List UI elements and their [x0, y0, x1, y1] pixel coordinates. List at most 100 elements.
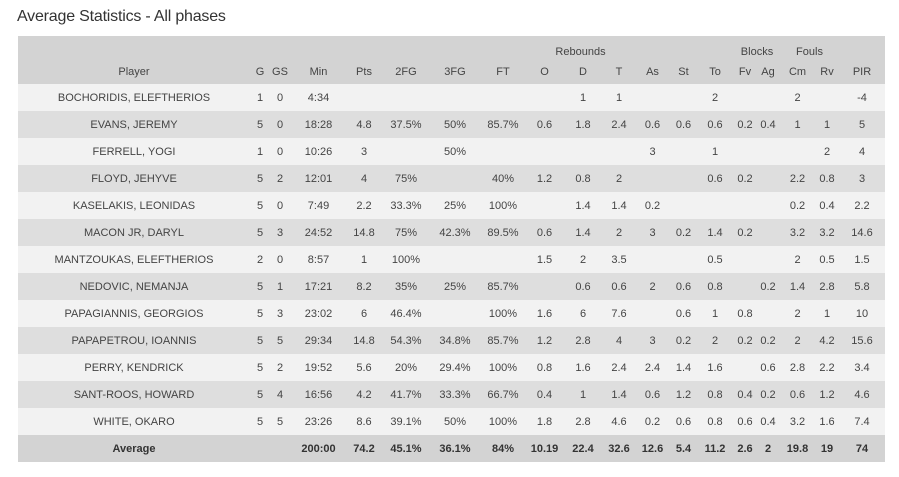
table-row: PERRY, KENDRICK 5 2 19:52 5.6 20% 29.4% 100% 0.8…	[18, 354, 885, 381]
stat-cell: 0.8	[527, 354, 562, 381]
column-header-gs: GS	[270, 60, 290, 84]
stat-cell: 5	[250, 273, 270, 300]
stat-cell	[479, 84, 527, 111]
stat-cell: 4.6	[839, 381, 885, 408]
stat-cell: 2	[604, 219, 634, 246]
stat-cell: 1.2	[815, 381, 839, 408]
stat-cell: 0.6	[671, 300, 696, 327]
stat-cell: 5	[250, 381, 270, 408]
stat-cell: 100%	[381, 246, 431, 273]
stat-cell: 0.6	[604, 273, 634, 300]
stat-cell: 4.6	[604, 408, 634, 435]
stat-cell: 2	[696, 327, 734, 354]
stat-cell: 2.2	[839, 192, 885, 219]
stat-cell: 1.4	[562, 192, 604, 219]
stat-cell: 2	[250, 246, 270, 273]
average-stat-cell: 19.8	[780, 435, 815, 462]
stat-cell: 15.6	[839, 327, 885, 354]
stat-cell: 1	[815, 111, 839, 138]
average-stat-cell: 5.4	[671, 435, 696, 462]
stat-cell: 1	[562, 84, 604, 111]
average-stat-cell	[270, 435, 290, 462]
stat-cell	[734, 273, 756, 300]
table-body: BOCHORIDIS, ELEFTHERIOS 1 0 4:34 1 1 2 2 -4 EVANS…	[18, 84, 885, 435]
stat-cell: 8.2	[347, 273, 381, 300]
stat-cell: 3.2	[780, 408, 815, 435]
average-stat-cell: 45.1%	[381, 435, 431, 462]
stat-cell	[756, 84, 780, 111]
stat-cell: 37.5%	[381, 111, 431, 138]
stat-cell: 0.6	[734, 408, 756, 435]
stat-cell	[671, 138, 696, 165]
stat-cell: 66.7%	[479, 381, 527, 408]
stat-cell: 7.4	[839, 408, 885, 435]
stat-cell: 2.2	[815, 354, 839, 381]
stat-cell	[734, 138, 756, 165]
stat-cell: 5	[250, 408, 270, 435]
average-stat-cell	[250, 435, 270, 462]
stat-cell	[634, 84, 671, 111]
stat-cell	[756, 138, 780, 165]
stat-cell	[527, 138, 562, 165]
player-name-cell: PAPAPETROU, IOANNIS	[18, 327, 250, 354]
stat-cell: 2.8	[815, 273, 839, 300]
stat-cell: 2	[562, 246, 604, 273]
stat-cell: 0.2	[734, 327, 756, 354]
column-header-st: St	[671, 60, 696, 84]
player-name-cell: EVANS, JEREMY	[18, 111, 250, 138]
stat-cell: 0.4	[734, 381, 756, 408]
table-row: WHITE, OKARO 5 5 23:26 8.6 39.1% 50% 100% 1.8 2.8…	[18, 408, 885, 435]
table-row: PAPAGIANNIS, GEORGIOS 5 3 23:02 6 46.4% 100% 1.…	[18, 300, 885, 327]
table-row: FLOYD, JEHYVE 5 2 12:01 4 75% 40% 1.2 0.8 2 0.6 0.2…	[18, 165, 885, 192]
stat-cell: 3.4	[839, 354, 885, 381]
stat-cell	[634, 246, 671, 273]
stat-cell: 2.4	[604, 111, 634, 138]
stat-cell: 1	[347, 246, 381, 273]
stat-cell: -4	[839, 84, 885, 111]
stat-cell: 42.3%	[431, 219, 479, 246]
stat-cell: 3	[270, 219, 290, 246]
stat-cell: 1.6	[696, 354, 734, 381]
stat-cell: 1.6	[815, 408, 839, 435]
stat-cell: 85.7%	[479, 111, 527, 138]
player-name-cell: FLOYD, JEHYVE	[18, 165, 250, 192]
stat-cell: 0.2	[634, 192, 671, 219]
average-stat-cell: 22.4	[562, 435, 604, 462]
stat-cell	[527, 273, 562, 300]
stat-cell	[756, 246, 780, 273]
stat-cell: 5	[250, 354, 270, 381]
stat-cell	[734, 192, 756, 219]
stat-cell: 85.7%	[479, 327, 527, 354]
stat-cell: 12:01	[290, 165, 347, 192]
stat-cell: 1.4	[780, 273, 815, 300]
average-statistics-table: Rebounds Blocks Fouls Player G GS Min Pts 2FG…	[18, 36, 885, 462]
stat-cell: 5	[250, 300, 270, 327]
column-header-t: T	[604, 60, 634, 84]
stat-cell: 2.8	[562, 408, 604, 435]
stat-cell: 1	[780, 111, 815, 138]
stat-cell: 2.2	[780, 165, 815, 192]
stat-cell: 4.2	[347, 381, 381, 408]
average-stat-cell: 36.1%	[431, 435, 479, 462]
stat-cell: 3.2	[815, 219, 839, 246]
table-row: EVANS, JEREMY 5 0 18:28 4.8 37.5% 50% 85.7% 0.6 1…	[18, 111, 885, 138]
stat-cell	[734, 354, 756, 381]
average-stat-cell: 74	[839, 435, 885, 462]
stat-cell: 0.6	[634, 381, 671, 408]
stat-cell: 0.4	[756, 111, 780, 138]
stat-cell: 5.6	[347, 354, 381, 381]
stat-cell: 5	[839, 111, 885, 138]
stat-cell: 24:52	[290, 219, 347, 246]
stat-cell: 1	[696, 300, 734, 327]
stat-cell: 29:34	[290, 327, 347, 354]
stat-cell: 7:49	[290, 192, 347, 219]
stat-cell: 23:02	[290, 300, 347, 327]
stat-cell: 4.8	[347, 111, 381, 138]
stat-cell: 4.2	[815, 327, 839, 354]
stat-cell: 41.7%	[381, 381, 431, 408]
stat-cell: 54.3%	[381, 327, 431, 354]
stat-cell: 4	[839, 138, 885, 165]
stat-cell	[381, 138, 431, 165]
stat-cell	[671, 165, 696, 192]
player-name-cell: NEDOVIC, NEMANJA	[18, 273, 250, 300]
